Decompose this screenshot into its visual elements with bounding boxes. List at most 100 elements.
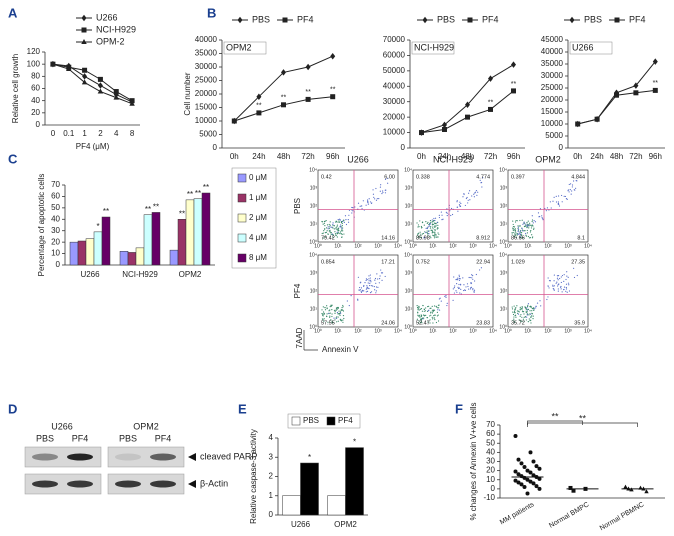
event-dot [530,225,533,227]
event-dot [348,214,350,216]
event-dot [381,272,384,274]
x-tick-label: 48h [277,152,290,161]
event-dot [520,319,522,321]
arrowhead [188,453,196,461]
event-dot [523,225,526,228]
flow-tick: 10⁰ [314,243,322,249]
marker [282,17,288,23]
event-dot [567,189,570,191]
event-dot [523,221,525,223]
event-dot [456,291,458,293]
event-dot [341,222,343,225]
annotation: ** [511,81,517,88]
event-dot [479,179,481,181]
event-dot [548,280,551,282]
event-dot [522,223,524,225]
event-dot [519,306,521,308]
event-dot [341,236,343,238]
event-dot [368,284,371,287]
event-dot [359,282,361,284]
event-dot [326,313,328,315]
y-tick-label: 50000 [383,66,406,75]
event-dot [333,225,336,227]
flow-tick: 10⁴ [489,328,497,334]
event-dot [525,232,527,235]
event-dot [521,219,523,221]
marker [511,88,516,94]
event-dot [431,316,433,318]
event-dot [420,308,423,310]
event-dot [439,297,441,299]
event-dot [365,291,367,293]
event-dot [332,236,334,239]
event-dot [524,230,526,232]
event-dot [547,277,549,279]
event-dot [431,230,434,232]
event-dot [341,307,343,309]
marker [81,39,87,44]
bar [345,447,364,516]
event-dot [325,219,327,222]
event-dot [459,292,461,294]
y-tick-label: 20 [31,108,40,117]
event-dot [340,230,343,232]
bar [327,495,346,516]
event-dot [327,233,329,235]
event-dot [520,314,522,316]
event-dot [337,221,339,223]
bar [85,238,95,266]
event-dot [531,234,533,236]
event-dot [468,276,470,279]
marker [256,110,262,116]
marker [522,464,527,469]
event-dot [323,230,325,232]
event-dot [455,278,457,281]
event-dot [532,307,534,309]
flow-tick: 10⁴ [404,252,412,258]
event-dot [417,226,419,228]
annotation: ** [145,205,151,214]
event-dot [342,321,344,323]
event-dot [468,192,470,194]
event-dot [330,305,332,307]
marker [422,16,428,24]
marker [633,82,639,89]
event-dot [473,280,476,282]
event-dot [423,314,425,317]
annotation: ** [653,80,659,87]
event-dot [418,307,420,309]
event-dot [366,287,368,289]
event-dot [327,228,329,230]
flow-plot [412,254,494,328]
event-dot [337,320,339,322]
x-tick-label: MM patients [499,501,536,526]
event-dot [417,309,419,311]
event-dot [357,276,360,278]
event-dot [335,228,337,230]
event-dot [331,309,333,311]
event-dot [552,285,554,287]
event-dot [323,237,325,239]
event-dot [477,191,479,193]
event-dot [517,230,519,232]
blot-strip [24,446,102,468]
event-dot [328,230,330,232]
event-dot [529,231,532,233]
flow-tick: 10³ [405,185,413,191]
event-dot [420,320,422,322]
event-dot [434,228,436,231]
x-tick-label: 72h [629,152,642,161]
event-dot [433,317,435,319]
event-dot [512,220,514,222]
quadrant-value: 1.029 [511,259,525,265]
event-dot [432,322,434,324]
event-dot [375,187,377,190]
event-dot [336,311,339,314]
event-dot [471,277,473,279]
event-dot [518,319,520,321]
x-tick-label: U266 [291,520,311,529]
event-dot [417,235,420,238]
flow-tick: 10¹ [429,243,437,249]
